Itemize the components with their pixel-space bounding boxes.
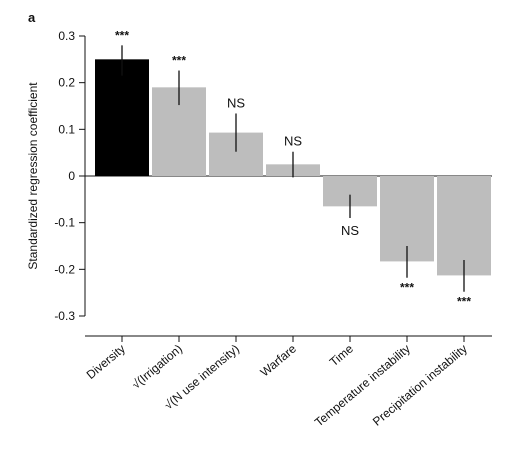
y-tick-label: -0.1 [54, 216, 75, 230]
bar-1 [95, 59, 149, 177]
y-tick-label: 0.1 [58, 122, 75, 136]
bars: *** *** NS NS NS *** *** [95, 28, 491, 309]
y-axis-label: Standardized regression coefficient [26, 82, 40, 270]
y-tick-label: 0.2 [58, 76, 75, 90]
x-axis: Diversity √(Irrigation)√(N use intensity)… [84, 335, 492, 430]
x-tick-label: Warfare [258, 341, 300, 379]
x-tick-label: Temperature instability [312, 342, 413, 430]
significance-label-1: *** [115, 28, 129, 42]
significance-label-5: NS [341, 223, 359, 238]
bar-7 [437, 176, 491, 276]
y-tick-label: 0 [68, 169, 75, 183]
y-tick-label: -0.2 [54, 262, 75, 276]
y-tick-label: -0.3 [54, 309, 75, 323]
x-tick-label: √(Irrigation) [129, 342, 185, 392]
x-tick-label: Time [327, 341, 356, 369]
significance-label-3: NS [227, 95, 245, 110]
y-tick-label: 0.3 [58, 29, 75, 43]
x-tick-label: Diversity [84, 342, 128, 382]
significance-label-4: NS [284, 134, 302, 149]
significance-label-2: *** [172, 54, 186, 68]
x-tick-label: Precipitation instability [370, 342, 470, 429]
significance-label-7: *** [457, 295, 471, 309]
significance-label-6: *** [400, 281, 414, 295]
y-axis: -0.3 -0.2 -0.1 0 0.1 0.2 0.3 [54, 29, 492, 323]
panel-label: a [28, 10, 36, 25]
